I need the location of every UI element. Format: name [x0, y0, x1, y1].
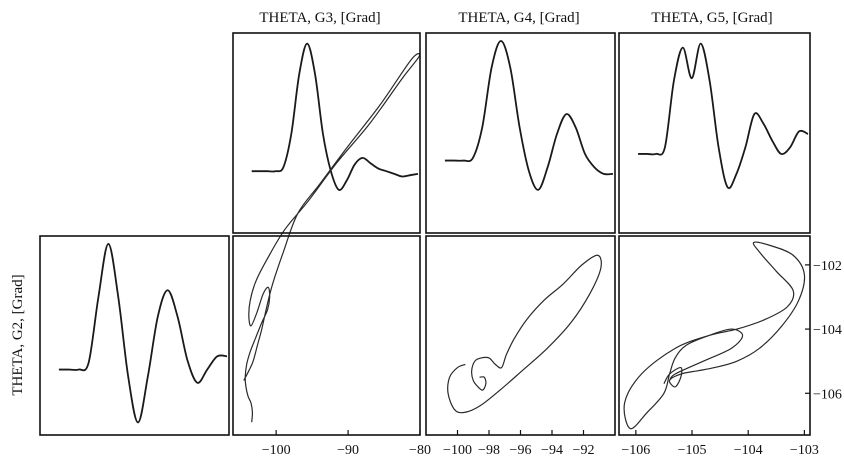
title-g4: THETA, G4, [Grad] — [458, 10, 579, 26]
x-tick-label-phase-3: −104 — [734, 443, 763, 458]
x-tick-label-phase-2: −96 — [510, 443, 532, 458]
x-tick-label-phase-2: −98 — [478, 443, 500, 458]
panel-frame-phase-3 — [618, 235, 811, 436]
x-tick-label-phase-3: −105 — [678, 443, 707, 458]
x-tick-label-phase-1: −90 — [337, 443, 359, 458]
phase-curve-phase-3 — [623, 241, 806, 430]
x-tick-label-phase-3: −106 — [621, 443, 650, 458]
x-tick-label-phase-2: −100 — [443, 443, 472, 458]
series-line-top-1 — [251, 42, 419, 191]
x-tick-label-phase-1: −100 — [262, 443, 291, 458]
panel-frame-top-1 — [232, 32, 421, 234]
panel-frame-top-3 — [618, 32, 811, 234]
phase-curve-phase-1 — [243, 53, 421, 423]
title-g5: THETA, G5, [Grad] — [651, 10, 772, 26]
series-line-top-3 — [638, 42, 809, 190]
panel-frame-top-2 — [425, 32, 616, 234]
y-tick-label-phase-3: −106 — [813, 387, 842, 402]
panel-frame-left — [39, 235, 230, 436]
series-line-top-2 — [444, 40, 614, 191]
title-g3: THETA, G3, [Grad] — [259, 10, 380, 26]
x-tick-label-phase-1: −80 — [409, 443, 431, 458]
y-tick-label-phase-3: −104 — [813, 323, 842, 338]
x-tick-label-phase-2: −94 — [541, 443, 563, 458]
y-tick-label-phase-3: −102 — [813, 259, 842, 274]
ylabel-g2: THETA, G2, [Grad] — [10, 274, 26, 395]
series-line-left — [58, 243, 228, 424]
x-tick-label-phase-3: −103 — [790, 443, 819, 458]
phase-curve-phase-2 — [447, 254, 602, 414]
panel-frame-phase-1 — [232, 235, 421, 436]
x-tick-label-phase-2: −92 — [573, 443, 595, 458]
panel-frame-phase-2 — [425, 235, 616, 436]
